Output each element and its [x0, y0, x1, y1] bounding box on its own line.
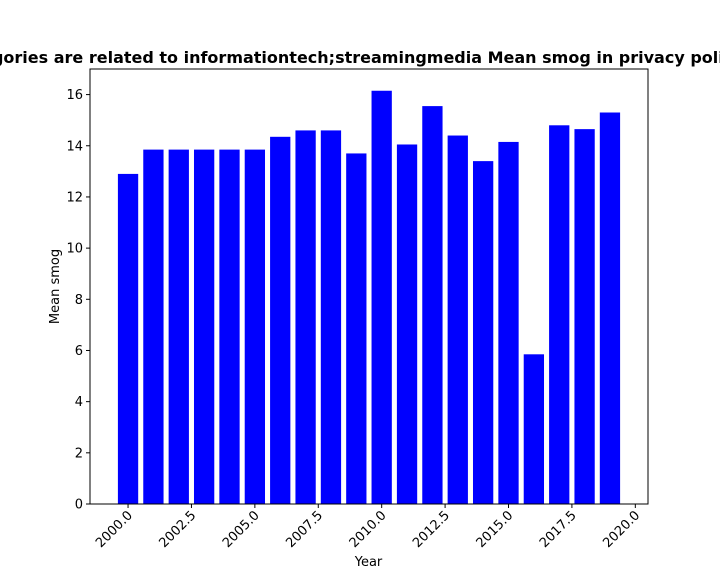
bar-2003 [193, 149, 215, 504]
y-tick-label: 10 [66, 242, 83, 257]
bar-2019 [599, 112, 621, 504]
bar-2004 [219, 149, 240, 504]
bar-2005 [244, 149, 266, 504]
bar-2013 [447, 135, 468, 504]
y-axis: 0 2 4 6 8 10 12 14 16 [66, 88, 90, 513]
chart-title: Categories are related to informationtec… [0, 48, 720, 67]
bar-2006 [270, 136, 291, 504]
x-tick-label: 2002.5 [157, 508, 200, 551]
bar-2011 [396, 144, 418, 504]
bar-2017 [549, 125, 570, 504]
bar-2002 [168, 149, 189, 504]
plot-frame [89, 68, 649, 505]
bar-2012 [422, 106, 443, 505]
x-tick-label: 2007.5 [283, 508, 326, 551]
x-tick-label: 2000.0 [93, 508, 136, 551]
bar-2000 [117, 173, 139, 505]
x-tick-label: 2005.0 [220, 508, 263, 551]
y-tick-label: 2 [75, 446, 83, 461]
bar-2008 [320, 130, 342, 505]
bar-2009 [346, 153, 367, 505]
bar-2015 [498, 141, 519, 505]
y-tick-label: 8 [75, 293, 83, 308]
bar-2007 [295, 130, 316, 505]
bar-2001 [143, 149, 164, 504]
x-axis: 2000.0 2002.5 2005.0 2007.5 2010.0 2012.5 2015… [93, 504, 643, 551]
x-axis-label: Year [354, 555, 383, 570]
y-tick-label: 16 [66, 88, 83, 103]
y-tick-label: 14 [66, 139, 83, 154]
y-tick-label: 4 [75, 395, 83, 410]
bar-2016 [523, 354, 545, 504]
x-tick-label: 2015.0 [474, 508, 517, 551]
bars-group [117, 90, 621, 505]
y-tick-label: 0 [75, 498, 83, 513]
x-tick-label: 2010.0 [347, 508, 390, 551]
y-axis-label: Mean smog [48, 249, 63, 324]
x-tick-label: 2017.5 [537, 508, 580, 551]
bar-2018 [574, 129, 595, 504]
y-tick-label: 6 [75, 344, 83, 359]
y-tick-label: 12 [66, 190, 83, 205]
x-tick-label: 2012.5 [410, 508, 453, 551]
x-tick-label: 2020.0 [600, 508, 643, 551]
bar-2014 [472, 161, 494, 504]
bar-2010 [371, 90, 392, 504]
